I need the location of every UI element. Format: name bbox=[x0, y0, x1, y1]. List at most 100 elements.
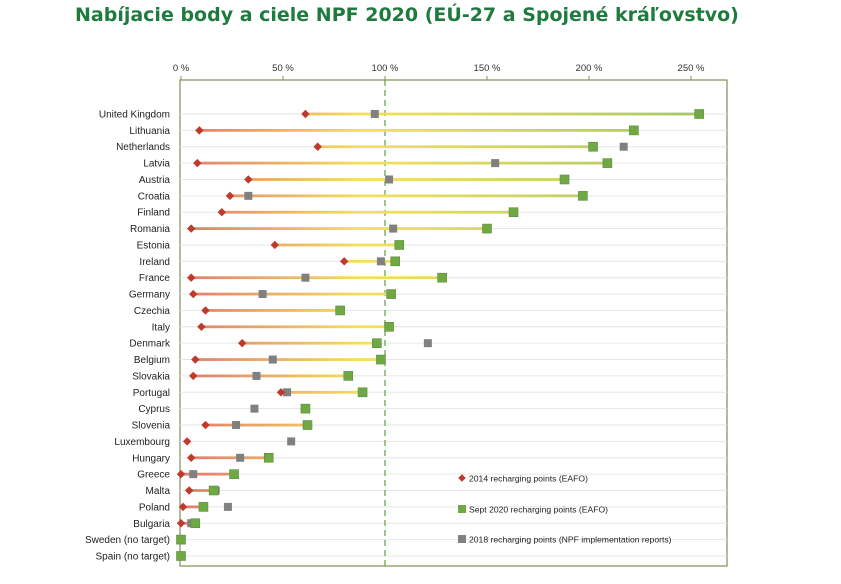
point-2018 bbox=[244, 191, 253, 200]
x-tick-label: 0 % bbox=[173, 63, 190, 74]
category-label: Austria bbox=[139, 175, 171, 186]
category-label: Denmark bbox=[129, 339, 171, 350]
category-label: Finland bbox=[137, 208, 170, 219]
x-tick-label: 150 % bbox=[474, 63, 501, 74]
point-2020 bbox=[482, 223, 492, 234]
point-2014 bbox=[197, 322, 206, 332]
legend-marker-2014 bbox=[458, 474, 466, 482]
category-label: Greece bbox=[137, 470, 170, 481]
category-label: Luxembourg bbox=[114, 437, 170, 448]
point-2014 bbox=[244, 175, 253, 184]
point-2014 bbox=[270, 240, 280, 250]
point-2020 bbox=[300, 403, 311, 414]
range-bar bbox=[193, 292, 392, 296]
point-2020 bbox=[302, 420, 313, 430]
category-label: Slovakia bbox=[132, 371, 170, 382]
point-2018 bbox=[385, 175, 394, 184]
category-label: Ireland bbox=[139, 257, 170, 268]
point-2020 bbox=[602, 158, 613, 168]
category-label: Latvia bbox=[143, 159, 170, 170]
point-2018 bbox=[376, 257, 385, 266]
category-label: Spain (no target) bbox=[96, 551, 171, 562]
point-2014 bbox=[225, 191, 235, 201]
point-2014 bbox=[187, 273, 196, 282]
range-bar bbox=[242, 341, 377, 345]
point-2014 bbox=[195, 126, 204, 135]
point-2018 bbox=[619, 142, 628, 151]
point-2020 bbox=[376, 354, 386, 365]
point-2014 bbox=[191, 355, 200, 364]
point-2014 bbox=[187, 453, 196, 462]
point-2020 bbox=[357, 387, 368, 398]
range-bar bbox=[191, 456, 269, 460]
point-2014 bbox=[176, 469, 186, 479]
x-tick-label: 100 % bbox=[372, 63, 399, 74]
point-2020 bbox=[343, 371, 354, 381]
category-label: Croatia bbox=[138, 191, 171, 202]
range-bar bbox=[317, 145, 594, 149]
range-bar bbox=[193, 374, 349, 378]
point-2014 bbox=[238, 338, 247, 348]
range-bar bbox=[280, 390, 363, 394]
point-2014 bbox=[189, 289, 198, 299]
point-2018 bbox=[491, 159, 500, 168]
range-bar bbox=[229, 194, 583, 198]
range-bar bbox=[191, 276, 443, 280]
point-2018 bbox=[252, 371, 261, 380]
range-bar bbox=[181, 472, 235, 476]
point-2018 bbox=[389, 224, 398, 233]
category-label: Malta bbox=[146, 486, 171, 497]
range-bar bbox=[205, 423, 308, 427]
point-2014 bbox=[276, 388, 286, 397]
category-label: Cyprus bbox=[138, 404, 170, 415]
point-2020 bbox=[198, 502, 209, 512]
point-2020 bbox=[176, 534, 186, 545]
point-2020 bbox=[578, 191, 588, 201]
point-2018 bbox=[189, 470, 198, 479]
point-2020 bbox=[208, 485, 219, 496]
point-2014 bbox=[201, 306, 210, 315]
point-2018 bbox=[268, 355, 277, 364]
point-2018 bbox=[258, 290, 267, 299]
category-label: Bulgaria bbox=[133, 519, 170, 530]
category-label: Hungary bbox=[132, 453, 170, 464]
range-bar bbox=[205, 309, 341, 312]
range-bar bbox=[199, 128, 634, 132]
point-2014 bbox=[182, 437, 192, 446]
point-2018 bbox=[250, 404, 259, 413]
legend-marker-2018 bbox=[458, 535, 466, 543]
point-2020 bbox=[437, 272, 447, 283]
range-bar bbox=[195, 358, 381, 361]
point-2020 bbox=[390, 256, 401, 267]
point-2014 bbox=[184, 486, 194, 495]
point-2014 bbox=[176, 519, 186, 528]
point-2014 bbox=[340, 257, 349, 266]
category-label: Czechia bbox=[134, 306, 171, 317]
category-label: Estonia bbox=[137, 240, 171, 251]
point-2018 bbox=[232, 421, 241, 430]
category-label: Romania bbox=[130, 224, 170, 235]
category-label: Slovenia bbox=[132, 421, 171, 432]
point-2020 bbox=[694, 109, 704, 119]
point-2020 bbox=[263, 452, 274, 463]
point-2014 bbox=[193, 158, 202, 168]
x-tick-label: 250 % bbox=[678, 63, 705, 74]
range-bar bbox=[197, 161, 608, 165]
category-label: Lithuania bbox=[129, 126, 170, 137]
point-2014 bbox=[313, 142, 322, 151]
point-2020 bbox=[394, 240, 405, 250]
point-2020 bbox=[372, 338, 382, 348]
point-2014 bbox=[301, 109, 310, 119]
range-bar bbox=[201, 325, 390, 329]
x-tick-label: 200 % bbox=[576, 63, 603, 74]
range-bar bbox=[191, 227, 487, 230]
point-2018 bbox=[283, 388, 292, 397]
point-2018 bbox=[301, 273, 310, 282]
range-bar bbox=[189, 489, 214, 492]
point-2014 bbox=[201, 420, 210, 430]
range-bar bbox=[305, 112, 700, 116]
legend-label: Sept 2020 recharging points (EAFO) bbox=[469, 504, 608, 514]
point-2020 bbox=[629, 125, 639, 136]
x-tick-label: 50 % bbox=[272, 63, 294, 74]
